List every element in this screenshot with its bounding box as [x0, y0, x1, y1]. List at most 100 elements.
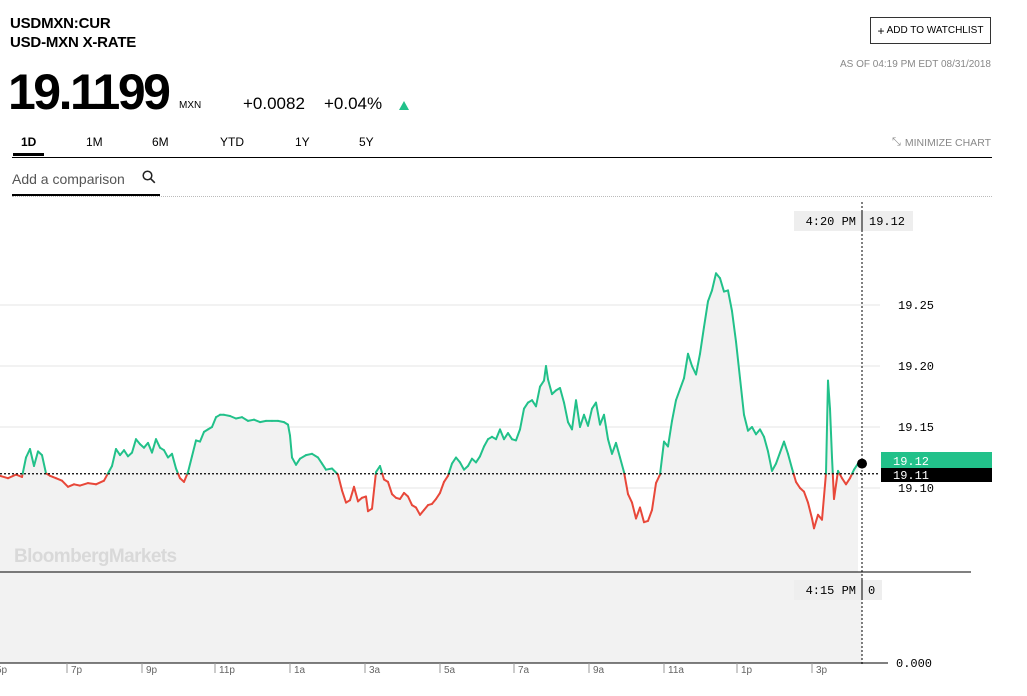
price-line-segment — [639, 506, 645, 524]
price-line-segment — [321, 462, 327, 471]
price-line-segment — [687, 352, 693, 367]
price-line-segment — [111, 448, 117, 467]
price-line-segment — [353, 485, 359, 503]
price-line-segment — [155, 438, 161, 449]
x-tick-label: 1p — [741, 665, 753, 676]
price-line-segment — [771, 462, 777, 472]
current-price-label: 19.12 — [893, 455, 929, 469]
price-line-segment — [317, 456, 323, 465]
volume-time: 4:15 PM — [806, 584, 856, 598]
add-to-watchlist-button[interactable]: + ADD TO WATCHLIST — [870, 17, 991, 44]
price-line-segment — [825, 379, 829, 475]
price-line-segment — [623, 472, 629, 496]
price-line-segment — [833, 472, 839, 500]
volume-readout: 4:15 PM 0 — [794, 580, 882, 600]
price-line-segment — [331, 467, 339, 475]
price-line-segment — [187, 455, 193, 474]
y-tick-label: 19.10 — [898, 482, 934, 496]
price-line-segment — [615, 441, 621, 459]
price-line-segment — [135, 438, 141, 446]
comparison-input[interactable] — [12, 168, 134, 190]
price-line-segment — [627, 493, 633, 504]
price-line-segment — [803, 490, 809, 504]
price-line-segment — [651, 482, 657, 511]
price-line-segment — [259, 419, 267, 424]
x-tick-label: 11p — [219, 665, 235, 676]
price-line-segment — [679, 377, 685, 391]
price-line-segment — [447, 462, 453, 475]
price-line-segment — [131, 438, 137, 454]
price-area-fill — [0, 273, 858, 572]
y-tick-label: 19.20 — [898, 360, 934, 374]
price-line-segment — [779, 440, 785, 454]
price-line-segment — [115, 448, 121, 457]
price-line-segment — [325, 467, 333, 471]
price-line-segment — [751, 426, 757, 436]
price-line-segment — [841, 477, 847, 486]
price-line-segment — [415, 506, 421, 516]
price-line-segment — [199, 430, 205, 443]
currency-label: MXN — [179, 100, 202, 111]
price-line-segment — [519, 407, 525, 431]
search-icon[interactable] — [142, 170, 156, 184]
price-line-segment — [775, 451, 781, 465]
price-line-segment — [759, 428, 765, 438]
previous-close-tag: 19.11 — [881, 468, 992, 483]
tab-1y[interactable]: 1Y — [295, 135, 310, 149]
price-line-segment — [495, 428, 501, 441]
price-line-segment — [635, 506, 641, 520]
tab-1m[interactable]: 1M — [86, 135, 103, 149]
price-line-segment — [277, 419, 285, 424]
price-line-segment — [547, 378, 553, 396]
price-line-segment — [479, 445, 485, 458]
price-line-segment — [523, 401, 529, 410]
plus-icon: + — [877, 23, 885, 38]
current-price-tag: 19.12 — [881, 452, 992, 469]
price-line-segment — [587, 407, 593, 427]
price-change: +0.0082 — [243, 94, 305, 113]
crosshair-value: 19.12 — [869, 215, 905, 229]
price-line-segment — [349, 485, 355, 502]
price-line-segment — [731, 310, 737, 343]
tab-6m[interactable]: 6M — [152, 135, 169, 149]
price-line-segment — [647, 509, 653, 522]
price-line-segment — [305, 452, 313, 457]
percent-change: +0.04% — [324, 94, 383, 113]
price-line-segment — [103, 472, 109, 482]
price-line-segment — [813, 513, 819, 530]
price-line-segment — [763, 435, 769, 453]
price-line-segment — [499, 428, 505, 441]
crosshair-time: 4:20 PM — [806, 215, 856, 229]
tab-5y[interactable]: 5Y — [359, 135, 374, 149]
tab-ytd[interactable]: YTD — [220, 135, 244, 149]
price-line-segment — [792, 472, 797, 483]
price-line-segment — [95, 479, 105, 486]
price-line-segment — [419, 509, 425, 516]
price-line-segment — [223, 413, 231, 417]
tab-1d[interactable]: 1D — [13, 135, 45, 156]
price-line-segment — [607, 438, 613, 455]
price-line-segment — [829, 407, 833, 459]
bloomberg-watermark: BloombergMarkets — [14, 546, 177, 567]
price-line-segment — [507, 432, 513, 441]
price-line-segment — [435, 491, 441, 500]
price-line-segment — [719, 277, 725, 293]
price-line-segment — [831, 456, 834, 475]
price-line-segment — [163, 449, 169, 459]
price-line-segment — [845, 477, 851, 486]
price-line-segment — [667, 419, 673, 448]
instrument-name: USD-MXN X-RATE — [10, 34, 137, 51]
price-line-segment — [371, 472, 377, 510]
price-line-segment — [41, 454, 47, 475]
price-line-segment — [735, 340, 741, 380]
price-line-segment — [807, 501, 813, 520]
price-chart[interactable]: BloombergMarkets 19.25 19.20 19.15 19.10 4:… — [0, 196, 1027, 696]
price-line-segment — [21, 456, 27, 475]
price-line-segment — [33, 450, 39, 467]
minimize-chart-button[interactable]: ⤡ MINIMIZE CHART — [892, 136, 991, 149]
price-line-segment — [563, 401, 569, 424]
x-tick-label: 11a — [668, 665, 684, 676]
x-tick-label: 1a — [294, 665, 306, 676]
price-line-segment — [299, 454, 307, 460]
price-line-segment — [15, 473, 23, 478]
